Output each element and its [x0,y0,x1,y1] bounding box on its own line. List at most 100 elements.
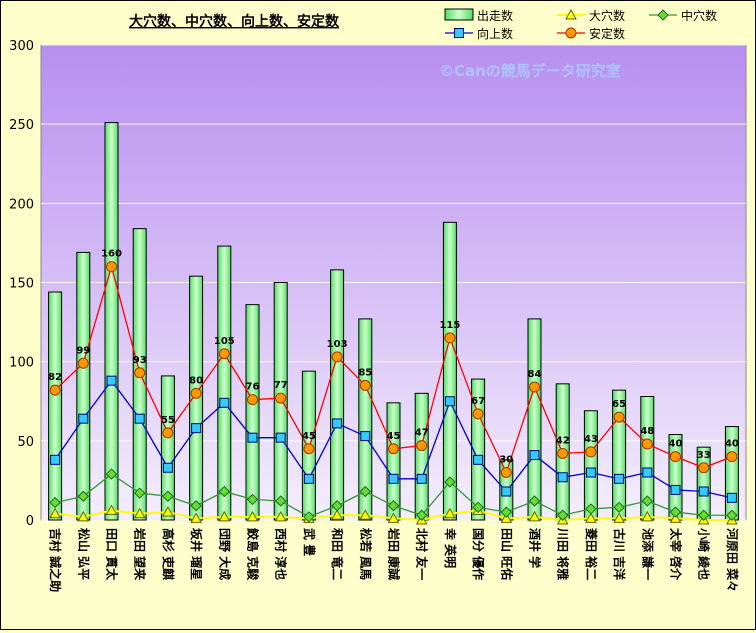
point [415,509,428,521]
point [416,473,427,484]
watermark: ©Canの競馬データ研究室 [439,62,621,80]
data-label: 103 [327,339,348,350]
point [162,427,174,439]
legend-label: 安定数 [589,26,625,41]
point [359,485,372,498]
x-tick-label: 河原田 菜々 [725,527,740,592]
point [657,9,669,21]
point [556,509,569,521]
point [388,473,399,484]
point [191,423,202,434]
point [641,438,653,450]
data-label: 99 [76,345,90,356]
legend-swatch [444,8,474,21]
point [190,512,202,523]
x-tick-label: 小崎 綾也 [697,528,712,580]
point [162,490,174,502]
x-tick-label: 酒井 学 [528,528,543,568]
point [105,468,118,480]
point [246,510,259,522]
data-label: 55 [161,415,175,426]
point [613,501,625,514]
point [359,379,371,391]
x-tick-label: 池添 謙一 [640,528,655,580]
x-tick-label: 田山 旺佑 [499,528,514,580]
point [557,448,569,459]
data-label: 105 [214,336,235,347]
x-tick-label: 菱田 裕二 [584,528,599,580]
legend-label: 大穴数 [589,8,625,23]
point [133,487,146,499]
data-label: 65 [612,399,626,410]
point [359,509,372,520]
point [247,394,258,406]
x-tick-label: 古川 吉洋 [612,528,627,580]
point [162,462,173,473]
point [500,506,513,518]
point [105,504,118,515]
data-label: 76 [246,382,260,393]
x-tick-label: 北村 友一 [415,528,430,580]
data-label: 82 [48,372,62,383]
legend-label: 向上数 [477,26,513,41]
point [246,493,259,506]
point [219,397,230,408]
point [275,392,287,404]
x-tick-label: 高杉 吏麒 [161,528,176,580]
point [529,450,540,461]
point [444,507,456,519]
point [565,8,577,20]
data-label: 115 [439,320,460,331]
data-label: 45 [387,431,401,442]
y-tick-label: 200 [9,197,34,212]
legend-label: 中穴数 [681,8,717,23]
point [585,467,596,478]
data-label: 47 [415,428,429,439]
data-label: 160 [101,249,122,260]
point [77,490,90,502]
y-tick-label: 300 [9,39,34,54]
point [529,381,540,393]
data-label: 67 [471,396,485,407]
y-tick-label: 100 [9,356,34,371]
data-label: 45 [302,431,316,442]
point [190,500,202,512]
x-tick-label: 岩田 康誠 [387,527,402,580]
point [444,396,455,407]
point [697,509,710,521]
point [557,472,568,483]
y-tick-label: 0 [26,514,34,529]
point [106,261,117,273]
point [49,507,61,519]
point [669,506,682,518]
bar [358,318,373,521]
x-tick-label: 武 豊 [302,528,317,556]
y-tick-label: 250 [9,118,34,133]
point [387,512,400,523]
point [726,492,737,503]
bar [217,245,232,521]
point [388,443,399,455]
x-tick-label: 吉村 誠之助 [48,528,63,592]
point [49,384,61,396]
point [500,512,513,523]
point [585,512,597,523]
point [641,510,654,522]
point [49,496,61,509]
point [50,454,61,465]
point [585,503,597,515]
point [275,432,286,443]
x-tick-label: 鮫島 克駿 [246,528,261,581]
bar [442,221,457,521]
point [78,413,89,424]
point [669,512,682,523]
point [501,486,512,497]
point [670,451,681,463]
data-label: 43 [584,434,598,445]
point [387,500,400,512]
point [331,351,343,363]
point [528,495,541,507]
point [274,510,287,522]
point [77,357,89,369]
